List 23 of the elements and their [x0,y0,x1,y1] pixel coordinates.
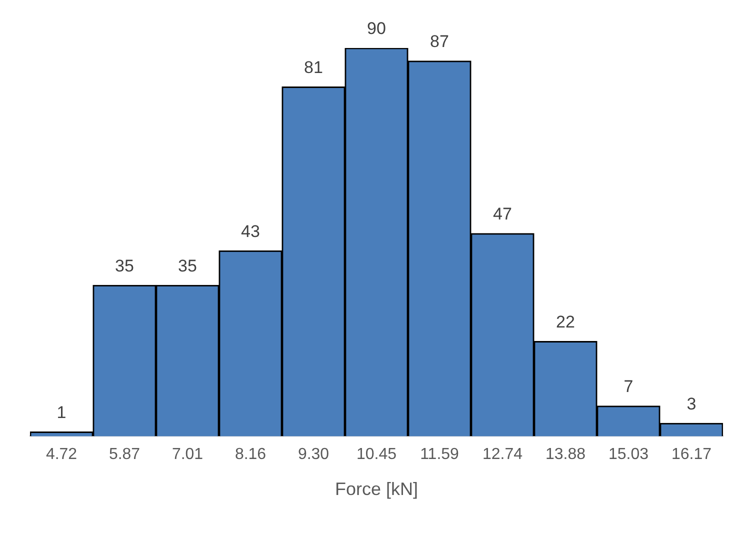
x-tick-label: 15.03 [608,446,649,464]
data-label: 43 [241,222,260,241]
data-label: 35 [115,256,134,276]
data-label: 81 [304,58,323,78]
data-label: 35 [178,256,197,276]
data-label: 22 [556,312,575,332]
data-label: 7 [624,377,634,396]
x-tick-label: 16.17 [671,446,712,464]
data-label: 3 [686,394,696,414]
x-tick-label: 10.45 [356,446,397,464]
x-tick-label: 5.87 [108,446,140,464]
x-tick-label: 12.74 [482,446,523,464]
data-label: 47 [493,204,512,224]
x-tick-label: 13.88 [545,446,586,464]
data-label: 90 [367,19,386,38]
data-label: 1 [56,403,66,422]
x-tick-label: 9.30 [298,446,330,464]
x-axis-title: Force [kN] [334,479,418,500]
x-tick-label: 11.59 [420,446,460,464]
x-tick-label: 7.01 [172,446,204,464]
data-label: 87 [430,32,449,52]
x-tick-label: 4.72 [46,446,78,464]
x-tick-label: 8.16 [234,446,266,464]
